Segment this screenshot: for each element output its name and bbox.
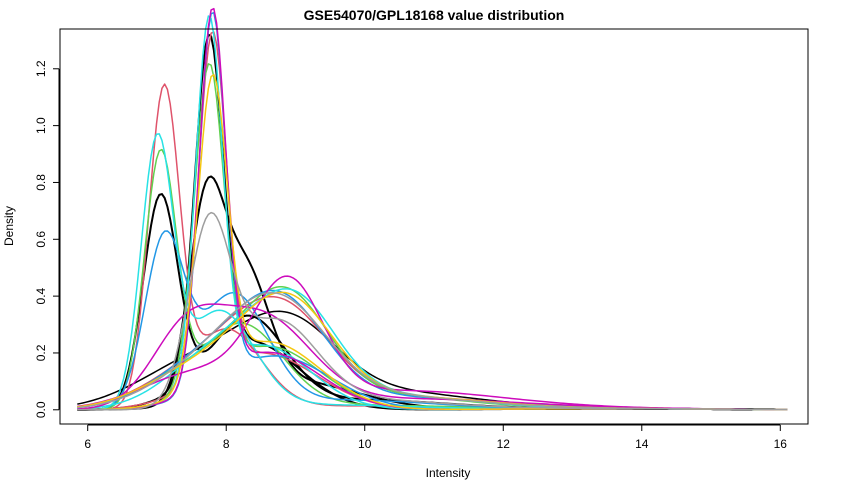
density-line-23	[77, 211, 788, 411]
x-tick-label: 8	[223, 437, 230, 451]
y-tick-label: 0.0	[34, 401, 48, 418]
y-axis: 0.0 0.2 0.4 0.6 0.8 1.0 1.2	[34, 60, 60, 418]
density-line-8	[77, 148, 788, 411]
chart-title: GSE54070/GPL18168 value distribution	[304, 7, 565, 23]
density-line-2	[77, 193, 788, 411]
x-tick-label: 6	[84, 437, 91, 451]
x-tick-label: 16	[774, 437, 788, 451]
y-tick-label: 0.6	[34, 231, 48, 248]
x-tick-label: 10	[358, 437, 372, 451]
y-tick-label: 0.2	[34, 344, 48, 361]
y-tick-label: 1.2	[34, 60, 48, 77]
y-tick-label: 0.8	[34, 174, 48, 191]
x-axis-label: Intensity	[426, 466, 471, 480]
density-line-1	[77, 33, 788, 411]
x-tick-label: 14	[635, 437, 649, 451]
series-lines	[77, 7, 788, 411]
density-line-6	[77, 31, 788, 411]
y-tick-label: 0.4	[34, 287, 48, 304]
plot-frame	[59, 28, 809, 425]
x-axis: 6 8 10 12 14 16	[84, 424, 788, 451]
y-tick-label: 1.0	[34, 117, 48, 134]
x-tick-label: 12	[497, 437, 511, 451]
y-axis-label: Density	[2, 206, 16, 246]
